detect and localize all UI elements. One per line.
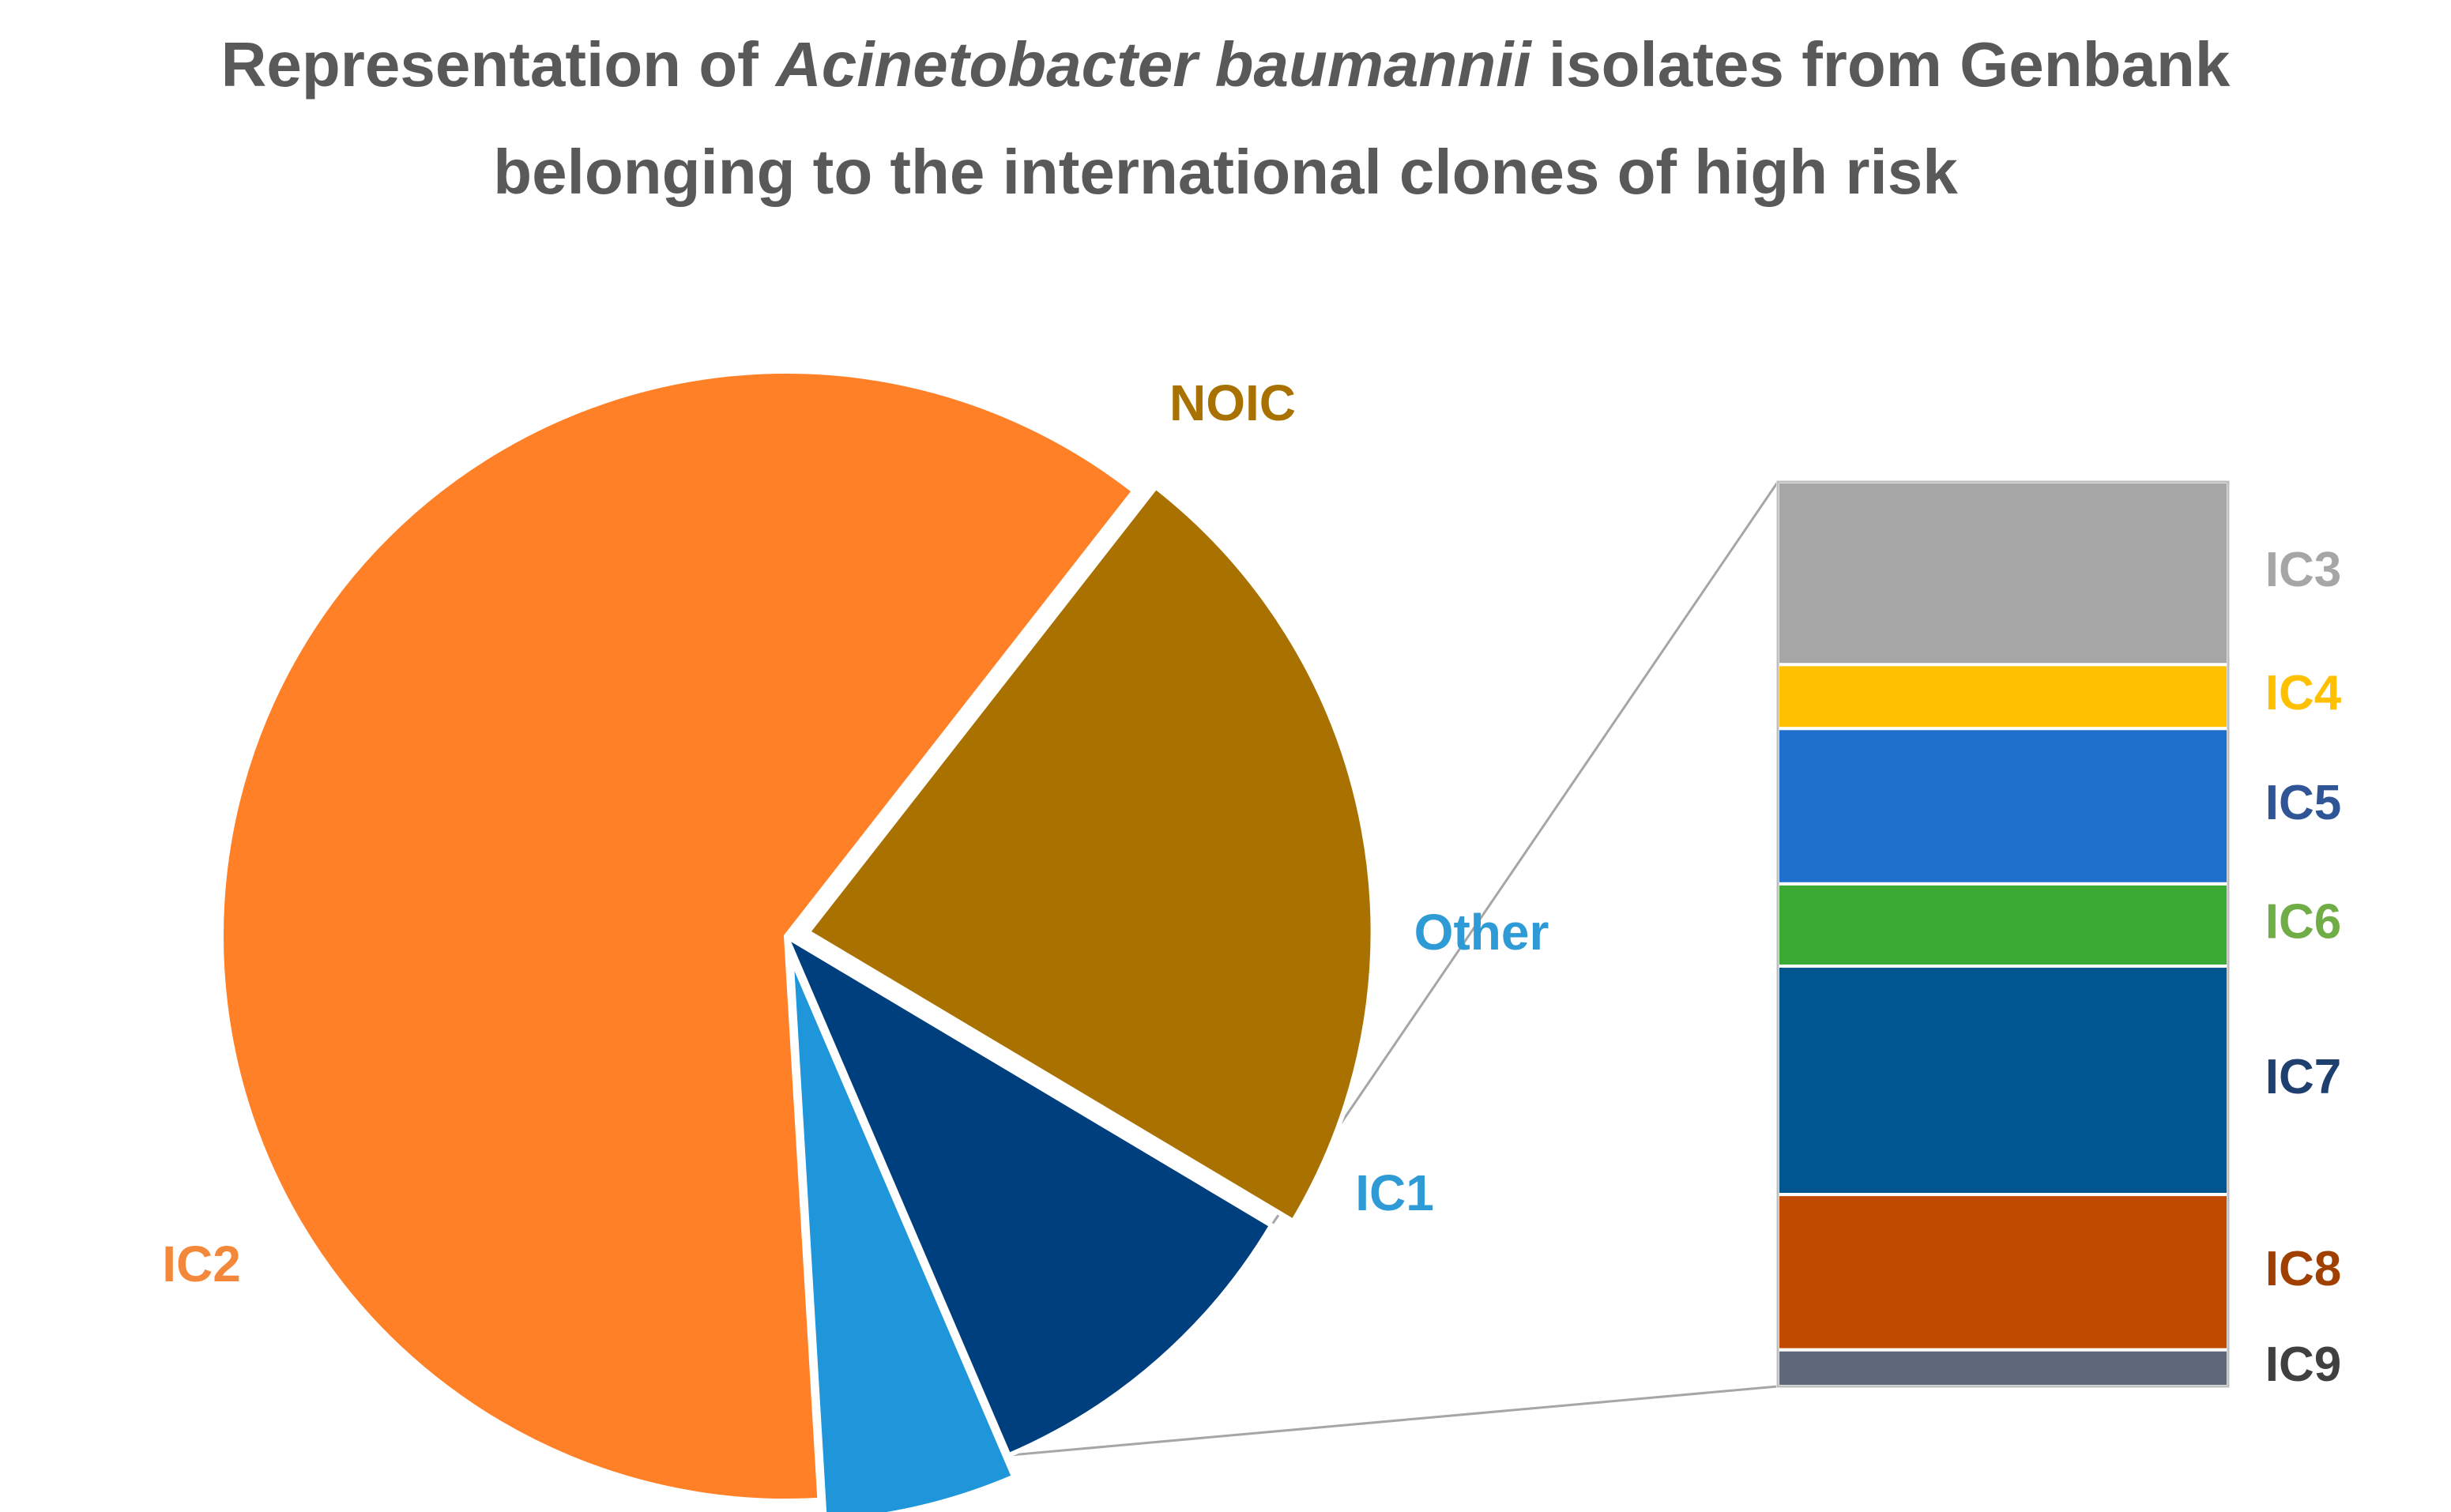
chart-title-line-2: belonging to the international clones of…: [493, 137, 1958, 207]
bar-label-ic8: IC8: [2265, 1242, 2341, 1296]
connector-line-bottom: [1008, 1385, 1779, 1457]
chart-title-line-1: Representation of Acinetobacter baumanni…: [0, 11, 2451, 118]
pie-label-other: Other: [1414, 904, 1549, 961]
bar-segment-ic9: [1776, 1348, 2230, 1389]
bar-segment-ic4: [1776, 663, 2230, 731]
connector-line-top: [1270, 481, 1779, 1226]
connector-lines: [1008, 481, 1779, 1457]
pie-slice-other: [781, 930, 1275, 1459]
bar-segment-ic7: [1776, 964, 2230, 1197]
bar-segment-ic8: [1776, 1193, 2230, 1352]
pie-label-noic: NOIC: [1169, 374, 1296, 431]
pie-slice-noic: [804, 483, 1376, 1225]
data-labels: NOIC Other IC1 IC2 IC3 IC4 IC5 IC6 IC7 IC8 IC9: [162, 374, 2342, 1392]
bar-label-ic7: IC7: [2265, 1050, 2341, 1104]
chart-title-text-end: isolates from Genbank: [1530, 29, 2231, 100]
pie-label-ic1: IC1: [1355, 1164, 1434, 1221]
chart-title: Representation of Acinetobacter baumanni…: [0, 11, 2451, 226]
bar-outline: [1776, 480, 2230, 1388]
chart-title-species: Acinetobacter baumannii: [775, 29, 1531, 100]
bar-segment-ic3: [1776, 480, 2230, 667]
pie-label-ic2: IC2: [162, 1236, 241, 1292]
bar-label-ic6: IC6: [2265, 894, 2341, 949]
pie: [219, 369, 1376, 1512]
bar-label-ic4: IC4: [2265, 666, 2342, 720]
bar-label-ic9: IC9: [2265, 1337, 2341, 1392]
bar-segment-ic6: [1776, 882, 2230, 968]
bar-label-ic3: IC3: [2265, 543, 2341, 597]
pie-slice-ic2: [219, 369, 1138, 1503]
bar-segment-ic5: [1776, 727, 2230, 886]
stacked-bar: [1776, 480, 2230, 1389]
pie-slice-ic1: [789, 957, 1018, 1512]
bar-label-ic5: IC5: [2265, 776, 2341, 830]
chart-title-text: Representation of: [220, 29, 776, 100]
